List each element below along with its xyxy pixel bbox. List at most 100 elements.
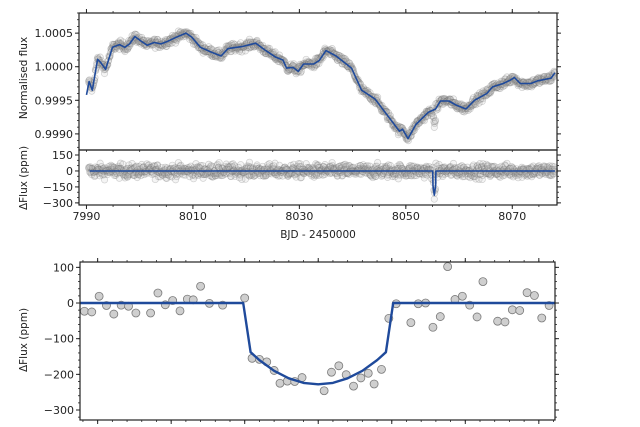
light-curve-point bbox=[420, 111, 428, 119]
light-curve-point bbox=[218, 49, 226, 57]
binned-point bbox=[493, 316, 503, 326]
light-curve-point bbox=[478, 97, 486, 105]
binned-point bbox=[87, 307, 97, 317]
light-curve-point bbox=[413, 118, 421, 126]
light-curve-point bbox=[238, 48, 246, 56]
binned-point bbox=[327, 367, 336, 377]
light-curve-point bbox=[162, 42, 170, 50]
y-tick-label: −300 bbox=[44, 404, 74, 417]
light-curve-point bbox=[476, 89, 484, 97]
x-tick-label: 8010 bbox=[179, 210, 207, 223]
binned-point bbox=[435, 312, 445, 321]
binned-point bbox=[369, 379, 379, 389]
binned-point bbox=[94, 291, 104, 301]
light-curve-point bbox=[116, 36, 125, 44]
light-curve-point bbox=[115, 45, 123, 53]
y-tick-label: 1.0000 bbox=[35, 61, 74, 74]
light-curve-point bbox=[431, 116, 440, 124]
binned-point bbox=[522, 288, 532, 298]
binned-point bbox=[457, 291, 467, 301]
light-curve-point bbox=[472, 101, 480, 109]
light-curve-point bbox=[421, 113, 430, 121]
phase-folded-ylabel: ΔFlux (ppm) bbox=[18, 308, 30, 372]
light-curve-point bbox=[213, 46, 222, 54]
light-curve-point bbox=[479, 87, 487, 95]
binned-point bbox=[319, 386, 329, 396]
light-curve-point bbox=[101, 69, 109, 78]
light-curve-panel: 1.0005 1.0000 0.9995 0.9990 bbox=[35, 11, 561, 152]
light-curve-point bbox=[124, 39, 132, 47]
light-curve-point bbox=[485, 88, 493, 96]
binned-point bbox=[131, 308, 141, 318]
residual-point bbox=[430, 195, 438, 203]
light-curve-point bbox=[223, 48, 231, 56]
light-curve-point bbox=[227, 40, 236, 48]
light-curve-point bbox=[431, 119, 439, 128]
light-curve-point bbox=[374, 93, 382, 101]
light-curve-point bbox=[427, 112, 436, 120]
binned-point bbox=[537, 313, 547, 323]
binned-point bbox=[377, 364, 386, 374]
binned-point bbox=[530, 291, 539, 300]
light-curve-point bbox=[431, 117, 439, 126]
light-curve-point bbox=[420, 117, 428, 125]
light-curve-point bbox=[174, 27, 182, 35]
y-tick-label: −200 bbox=[44, 368, 74, 381]
light-curve-point bbox=[416, 118, 424, 126]
binned-point bbox=[175, 306, 185, 316]
x-tick-label: 8050 bbox=[392, 210, 420, 223]
binned-point bbox=[356, 373, 366, 383]
light-curve-point bbox=[485, 89, 493, 97]
light-curve-point bbox=[265, 44, 273, 52]
light-curve-point bbox=[466, 103, 474, 111]
light-curve-point bbox=[229, 39, 237, 47]
light-curve-point bbox=[415, 116, 423, 124]
light-curve-point bbox=[430, 118, 438, 126]
x-tick-label: 8030 bbox=[285, 210, 313, 223]
binned-point bbox=[196, 281, 205, 291]
residuals-ylabel: ΔFlux (ppm) bbox=[18, 146, 30, 210]
binned-point bbox=[275, 378, 285, 388]
y-tick-label: 0 bbox=[66, 165, 73, 178]
light-curve-point bbox=[245, 35, 254, 43]
y-tick-label: −300 bbox=[43, 197, 73, 210]
axes-frame bbox=[78, 12, 558, 151]
light-curve-point bbox=[416, 115, 424, 123]
light-curve-point bbox=[121, 47, 129, 56]
light-curve-point bbox=[241, 47, 250, 55]
binned-point bbox=[478, 277, 488, 287]
light-curve-point bbox=[467, 101, 475, 109]
binned-point bbox=[334, 361, 344, 371]
light-curve-point bbox=[271, 48, 279, 56]
light-curve-point bbox=[328, 45, 336, 53]
binned-point bbox=[349, 381, 358, 391]
binned-point bbox=[146, 308, 155, 318]
binned-point bbox=[472, 312, 482, 322]
light-curve-point bbox=[96, 53, 104, 61]
binned-point bbox=[109, 309, 119, 319]
light-curve-point bbox=[429, 112, 437, 120]
y-tick-label: 1.0005 bbox=[35, 27, 74, 40]
binned-point bbox=[363, 368, 373, 378]
light-curve-point bbox=[415, 119, 423, 127]
light-curve-point bbox=[151, 44, 159, 52]
light-curve-point bbox=[172, 39, 180, 47]
light-curve-point bbox=[215, 46, 223, 54]
light-curve-point bbox=[302, 55, 310, 63]
y-tick-label: 100 bbox=[53, 261, 74, 274]
binned-point bbox=[406, 318, 416, 328]
light-curve-point bbox=[199, 49, 207, 57]
light-curve-point bbox=[219, 48, 227, 56]
light-curve-point bbox=[513, 78, 521, 86]
light-curve-point bbox=[419, 111, 428, 119]
binned-point bbox=[500, 317, 510, 327]
binned-point bbox=[507, 305, 517, 315]
binned-point bbox=[80, 306, 89, 316]
binned-point bbox=[515, 306, 525, 315]
light-curve-point bbox=[461, 107, 469, 115]
light-curve-point bbox=[429, 113, 438, 121]
light-curve-point bbox=[312, 54, 320, 62]
light-curve-point bbox=[347, 62, 355, 70]
